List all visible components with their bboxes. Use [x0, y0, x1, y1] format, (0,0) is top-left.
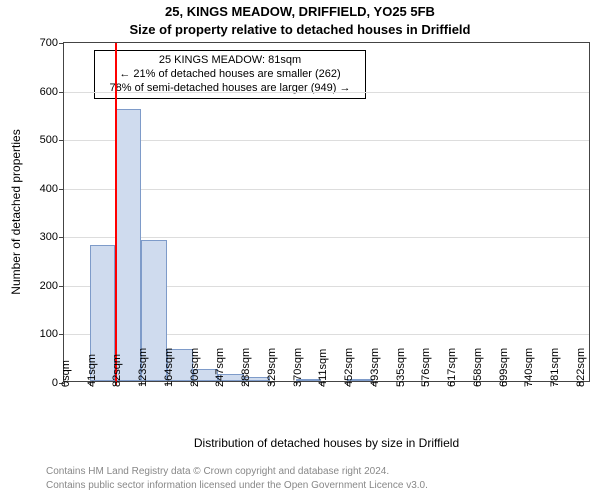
gridline [64, 237, 589, 238]
x-tick-label: 0sqm [60, 360, 72, 387]
x-tick-label: 452sqm [343, 348, 355, 387]
x-tick-label: 164sqm [163, 348, 175, 387]
x-tick-label: 493sqm [369, 348, 381, 387]
y-tick-label: 200 [40, 280, 64, 292]
x-tick-label: 576sqm [420, 348, 432, 387]
footer-line-1: Contains HM Land Registry data © Crown c… [46, 466, 389, 477]
x-tick-label: 822sqm [575, 348, 587, 387]
x-tick-label: 781sqm [549, 348, 561, 387]
gridline [64, 140, 589, 141]
x-tick-label: 288sqm [240, 348, 252, 387]
y-tick-label: 500 [40, 134, 64, 146]
histogram-bar [115, 109, 141, 381]
gridline [64, 92, 589, 93]
x-tick-label: 535sqm [395, 348, 407, 387]
x-tick-label: 740sqm [523, 348, 535, 387]
x-tick-label: 247sqm [214, 348, 226, 387]
footer-line-2: Contains public sector information licen… [46, 480, 428, 491]
y-tick-label: 400 [40, 183, 64, 195]
page-title-2: Size of property relative to detached ho… [0, 22, 600, 37]
x-tick-label: 41sqm [86, 354, 98, 387]
y-tick-label: 300 [40, 231, 64, 243]
annotation-line: 78% of semi-detached houses are larger (… [101, 82, 359, 96]
x-tick-label: 617sqm [446, 348, 458, 387]
x-tick-label: 370sqm [292, 348, 304, 387]
x-tick-label: 82sqm [111, 354, 123, 387]
y-tick-label: 100 [40, 328, 64, 340]
annotation-line: 25 KINGS MEADOW: 81sqm [101, 54, 359, 68]
x-tick-label: 206sqm [189, 348, 201, 387]
gridline [64, 189, 589, 190]
x-tick-label: 329sqm [266, 348, 278, 387]
y-axis-label: Number of detached properties [9, 129, 23, 294]
reference-line [115, 43, 117, 385]
page-title-1: 25, KINGS MEADOW, DRIFFIELD, YO25 5FB [0, 4, 600, 19]
x-tick-label: 411sqm [317, 349, 329, 387]
x-tick-label: 699sqm [498, 348, 510, 387]
x-axis-label: Distribution of detached houses by size … [63, 436, 590, 450]
y-tick-label: 600 [40, 86, 64, 98]
histogram-plot: 25 KINGS MEADOW: 81sqm← 21% of detached … [63, 42, 590, 382]
y-tick-label: 700 [40, 37, 64, 49]
annotation-line: ← 21% of detached houses are smaller (26… [101, 68, 359, 82]
x-tick-label: 658sqm [472, 348, 484, 387]
x-tick-label: 123sqm [137, 348, 149, 387]
